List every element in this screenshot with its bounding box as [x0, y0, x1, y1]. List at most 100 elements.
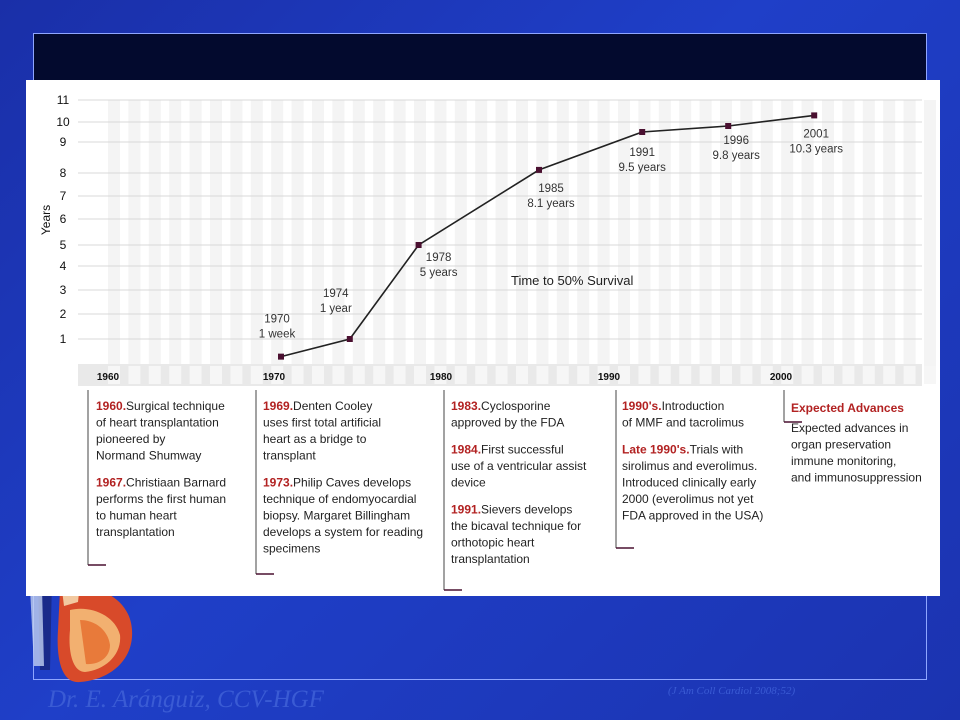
grid-column: [189, 100, 202, 382]
grid-column: [760, 100, 773, 382]
grid-column: [250, 100, 263, 382]
grid-column: [352, 100, 365, 382]
event-year: Late 1990's.: [622, 443, 690, 457]
timeline-cell: [883, 366, 896, 384]
grid-column: [393, 100, 406, 382]
timeline-cell: [291, 366, 304, 384]
grid-column: [781, 100, 794, 382]
timeline-cell: [271, 366, 284, 384]
event-year: 1990's.: [622, 399, 662, 413]
grid-column: [679, 100, 692, 382]
grid-column: [720, 100, 732, 382]
timeline-cell: [801, 366, 814, 384]
citation: (J Am Coll Cardiol 2008;52): [668, 685, 796, 697]
timeline-cell: [720, 366, 732, 384]
grid-column: [699, 100, 712, 382]
annotation-year: 1991: [629, 147, 655, 159]
grid-column: [495, 100, 508, 382]
event-line: Cyclosporine: [481, 399, 551, 413]
data-point: [346, 336, 353, 342]
data-point: [415, 242, 422, 248]
annotation-year: 1985: [538, 183, 564, 195]
event-year: 1984.: [451, 443, 481, 457]
event-line: FDA approved in the USA): [622, 509, 763, 523]
y-tick-label: 6: [60, 212, 67, 226]
event-line: technique of endomyocardial: [263, 492, 416, 506]
timeline-cell: [189, 366, 202, 384]
event-line: Expected advances in: [791, 421, 908, 435]
event-line: Sievers develops: [481, 503, 572, 517]
event-line: Denten Cooley: [293, 399, 372, 413]
event-line: Philip Caves develops: [293, 476, 411, 490]
annotation-year: 2001: [803, 128, 829, 140]
grid-column: [883, 100, 896, 382]
grid-column: [556, 100, 569, 382]
grid-column: [638, 100, 651, 382]
timeline-cell: [781, 366, 794, 384]
event-line: Introduction: [662, 399, 725, 413]
event-text: 1983.Cyclosporine: [451, 399, 551, 413]
timeline-cell: [108, 366, 120, 384]
grid-column: [862, 100, 875, 382]
event-line: 2000 (everolimus not yet: [622, 492, 754, 506]
event-year: 1983.: [451, 399, 481, 413]
timeline-cell: [699, 366, 712, 384]
event-text: Late 1990's.Trials with: [622, 443, 743, 457]
event-year: 1967.: [96, 476, 126, 490]
event-year: 1991.: [451, 503, 481, 517]
event-line: device: [451, 476, 486, 490]
event-line: transplantation: [96, 525, 175, 539]
data-point: [725, 123, 732, 129]
legend-label: Time to 50% Survival: [511, 273, 633, 288]
survival-timeline-chart: 1 2 3 4 5 6 7 8 9 10 11 Years 1970 1 week 1974 1 year 19…: [39, 93, 957, 591]
event-line: performs the first human: [96, 492, 226, 506]
data-point: [536, 166, 542, 173]
annotation-value: 9.5 years: [619, 162, 667, 174]
grid-column: [373, 100, 386, 382]
annotation-value: 10.3 years: [789, 143, 843, 155]
timeline-cell: [516, 366, 528, 384]
annotation-value: 9.8 years: [713, 150, 761, 162]
timeline-cell: [434, 366, 447, 384]
annotation-year: 1970: [264, 314, 290, 326]
grid-column: [516, 100, 528, 382]
event-line: organ preservation: [791, 438, 891, 452]
timeline-cell: [414, 366, 426, 384]
heart-illustration-icon: [30, 580, 133, 683]
timeline-cell: [169, 366, 182, 384]
event-line: sirolimus and everolimus.: [622, 459, 757, 473]
timeline-cell: [862, 366, 875, 384]
timeline-cell: [903, 366, 916, 384]
timeline-cell: [597, 366, 610, 384]
event-line: uses first total artificial: [263, 416, 381, 430]
timeline-year-label: 1990: [598, 372, 621, 383]
event-line: transplant: [263, 449, 316, 463]
grid-column: [312, 100, 324, 382]
timeline-cell: [618, 366, 630, 384]
timeline-cell: [128, 366, 141, 384]
event-text: 1990's.Introduction: [622, 399, 724, 413]
timeline-cell: [760, 366, 773, 384]
y-tick-label: 7: [60, 189, 67, 203]
timeline-cell: [658, 366, 671, 384]
grid-column: [230, 100, 243, 382]
timeline-cell: [454, 366, 467, 384]
chart-panel: 1 2 3 4 5 6 7 8 9 10 11 Years 1970 1 week 1974 1 year 19…: [26, 80, 957, 596]
event-line: transplantation: [451, 552, 530, 566]
timeline-cell: [393, 366, 406, 384]
timeline-cell: [250, 366, 263, 384]
event-line: First successful: [481, 443, 564, 457]
event-text: Expected Advances: [791, 401, 904, 415]
event-line: of heart transplantation: [96, 416, 219, 430]
grid-column: [434, 100, 447, 382]
annotation-year: 1978: [426, 252, 452, 264]
grid-column: [740, 100, 753, 382]
event-line: to human heart: [96, 509, 177, 523]
annotation-value: 1 year: [320, 303, 352, 315]
y-axis-label: Years: [39, 205, 53, 235]
timeline-cell: [842, 366, 855, 384]
grid-column: [271, 100, 284, 382]
timeline-cell: [312, 366, 324, 384]
data-point: [639, 129, 646, 135]
timeline-cell: [536, 366, 549, 384]
